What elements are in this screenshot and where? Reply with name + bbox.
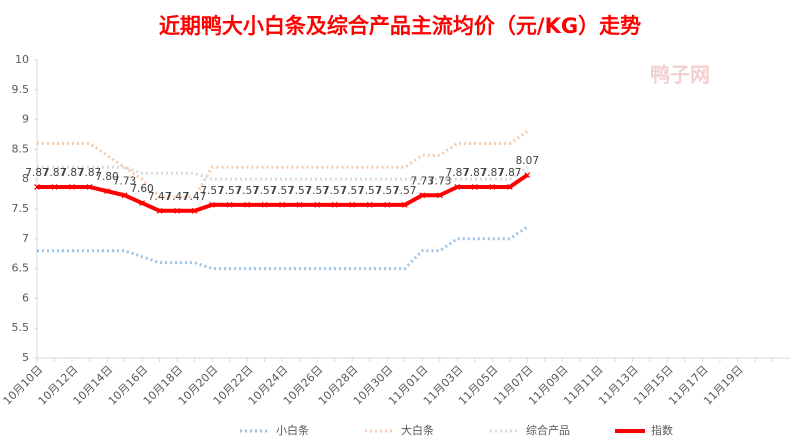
point-marker xyxy=(401,201,408,208)
y-tick-label: 8 xyxy=(22,172,29,185)
legend-label: 指数 xyxy=(651,423,673,437)
y-tick-label: 6 xyxy=(22,291,29,304)
data-label: 7.87 xyxy=(43,167,66,179)
point-marker xyxy=(296,201,303,208)
data-label: 7.87 xyxy=(446,167,469,179)
legend-label: 小白条 xyxy=(276,423,309,437)
data-label: 7.57 xyxy=(270,185,293,197)
chart-title: 近期鸭大小白条及综合产品主流均价（元/KG）走势 xyxy=(159,14,641,38)
point-marker xyxy=(191,207,198,214)
point-marker xyxy=(349,201,356,208)
point-marker xyxy=(436,192,443,199)
series-line xyxy=(37,225,529,271)
data-label: 7.57 xyxy=(376,185,399,197)
point-marker xyxy=(244,201,251,208)
y-tick-label: 7 xyxy=(22,232,29,245)
data-label: 7.73 xyxy=(428,175,451,187)
point-marker xyxy=(156,207,163,214)
data-label: 7.57 xyxy=(305,185,328,197)
data-label: 7.47 xyxy=(148,191,171,203)
y-tick-label: 9.5 xyxy=(12,83,30,96)
y-tick-label: 9 xyxy=(22,113,29,126)
data-label: 7.87 xyxy=(25,167,48,179)
data-label: 7.57 xyxy=(200,185,223,197)
data-label: 7.57 xyxy=(235,185,258,197)
data-label: 7.87 xyxy=(498,167,521,179)
series-line xyxy=(37,130,529,199)
y-tick-label: 6.5 xyxy=(12,262,30,275)
data-label: 7.87 xyxy=(463,167,486,179)
point-marker xyxy=(209,201,216,208)
point-marker xyxy=(454,184,461,190)
data-label: 7.73 xyxy=(411,175,434,187)
point-marker xyxy=(419,192,426,199)
point-marker xyxy=(261,201,268,208)
data-label: 8.07 xyxy=(516,155,539,167)
point-marker xyxy=(489,184,496,190)
point-marker xyxy=(524,172,531,178)
watermark: 鸭子网 xyxy=(650,63,710,87)
point-marker xyxy=(226,201,233,208)
data-label: 7.87 xyxy=(481,167,504,179)
data-label: 7.57 xyxy=(253,185,276,197)
data-label: 7.47 xyxy=(165,191,188,203)
point-marker xyxy=(506,184,513,190)
data-label: 7.57 xyxy=(323,185,346,197)
point-marker xyxy=(121,192,128,199)
data-label: 7.87 xyxy=(78,167,101,179)
data-label: 7.57 xyxy=(393,185,416,197)
data-label: 7.57 xyxy=(358,185,381,197)
point-marker xyxy=(471,184,478,190)
data-label: 7.87 xyxy=(60,167,83,179)
data-label: 7.57 xyxy=(218,185,241,197)
data-label: 7.80 xyxy=(95,171,118,183)
data-label: 7.57 xyxy=(288,185,311,197)
series-line xyxy=(37,165,529,181)
point-marker xyxy=(314,201,321,208)
point-marker xyxy=(86,184,93,190)
data-label: 7.73 xyxy=(113,175,136,187)
data-label: 7.57 xyxy=(341,185,364,197)
point-marker xyxy=(34,184,40,190)
y-tick-label: 5.5 xyxy=(12,321,30,334)
legend-label: 综合产品 xyxy=(526,423,570,437)
point-marker xyxy=(279,201,286,208)
point-marker xyxy=(69,184,75,190)
point-marker xyxy=(51,184,58,190)
data-label: 7.47 xyxy=(183,191,206,203)
point-marker xyxy=(174,207,181,214)
legend-label: 大白条 xyxy=(401,423,434,437)
point-marker xyxy=(104,188,110,195)
y-tick-label: 10 xyxy=(15,53,29,66)
y-tick-label: 7.5 xyxy=(12,202,30,215)
data-label: 7.60 xyxy=(130,183,153,195)
y-tick-label: 5 xyxy=(22,351,29,364)
point-marker xyxy=(331,201,338,208)
point-marker xyxy=(384,201,391,208)
point-marker xyxy=(366,201,373,208)
point-marker xyxy=(139,200,145,206)
y-tick-label: 8.5 xyxy=(12,142,30,155)
